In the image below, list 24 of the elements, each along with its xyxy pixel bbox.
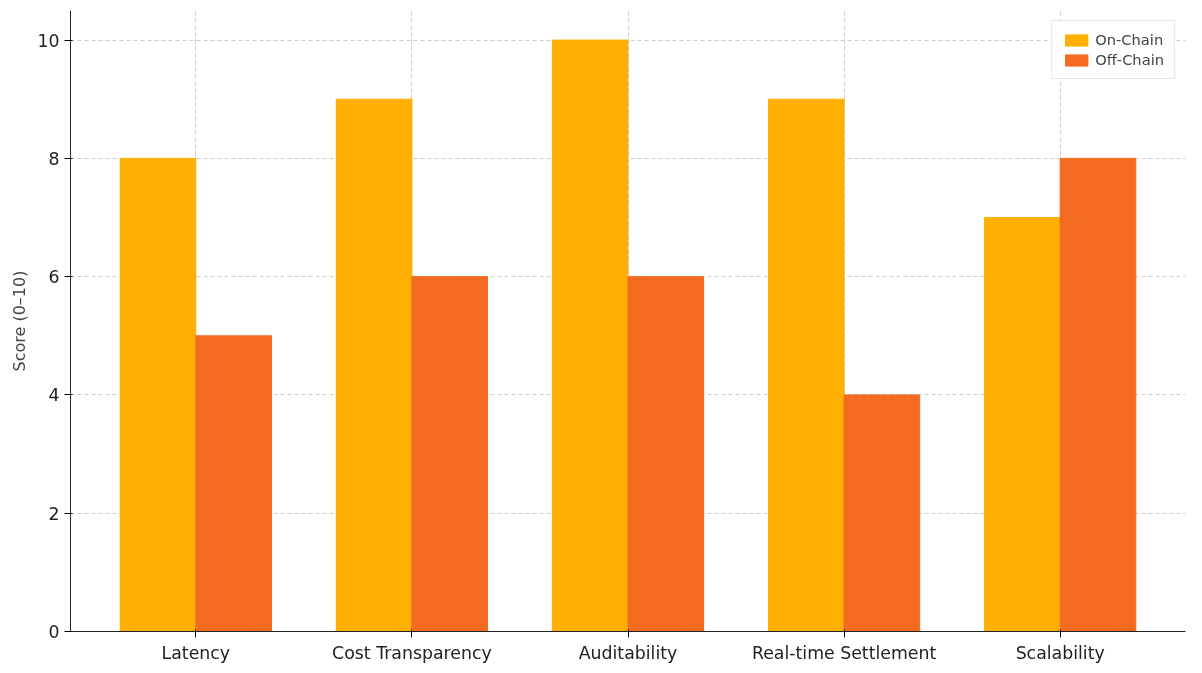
y-tick-label: 2 xyxy=(48,503,60,524)
x-tick-label: Scalability xyxy=(1015,642,1105,663)
y-tick-label: 0 xyxy=(48,622,60,642)
bar xyxy=(335,98,413,632)
bar xyxy=(119,157,197,632)
bar xyxy=(627,276,705,632)
x-tick-label: Real-time Settlement xyxy=(751,642,937,663)
legend-label: Off-Chain xyxy=(1095,51,1164,68)
y-tick-label: 6 xyxy=(48,267,60,288)
bar xyxy=(1059,157,1137,632)
legend-label: On-Chain xyxy=(1095,31,1164,48)
x-tick-label: Auditability xyxy=(578,642,678,663)
bar xyxy=(411,276,489,632)
y-tick-label: 4 xyxy=(48,385,60,406)
bar xyxy=(843,394,921,632)
x-tick-label: Cost Transparency xyxy=(332,642,492,663)
y-axis-title: Score (0–10) xyxy=(10,270,30,372)
bar xyxy=(984,217,1061,632)
y-tick-label: 10 xyxy=(37,30,60,51)
y-tick-label: 8 xyxy=(48,148,60,169)
bar xyxy=(551,39,629,632)
x-tick-label: Latency xyxy=(161,642,231,663)
bar xyxy=(195,335,272,632)
bar xyxy=(767,98,845,632)
